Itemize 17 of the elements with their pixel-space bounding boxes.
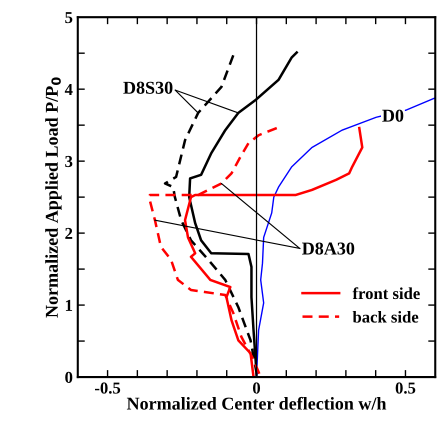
x-tick-label: -0.5 (94, 382, 120, 394)
annotation: D8A30 (302, 242, 354, 255)
annotation: D0 (382, 110, 404, 122)
line-series (256, 97, 436, 378)
y-tick-label: 0 (65, 372, 72, 383)
y-axis-title: Normalized Applied Load P/P$_{0}$ (45, 77, 62, 318)
x-axis-title: Normalized Center deflection w/h (126, 396, 386, 410)
y-tick-label: 4 (64, 84, 73, 95)
x-tick-label: 0.5 (396, 382, 416, 394)
annotation: D8S30 (123, 82, 172, 94)
y-tick-label: 3 (65, 156, 72, 168)
y-tick-label: 1 (66, 300, 72, 311)
x-tick-label: 0 (252, 382, 260, 394)
legend-label: front side (352, 287, 420, 300)
legend-label: back side (352, 310, 418, 323)
y-tick-label: 5 (65, 12, 72, 24)
y-tick-label: 2 (65, 228, 72, 239)
